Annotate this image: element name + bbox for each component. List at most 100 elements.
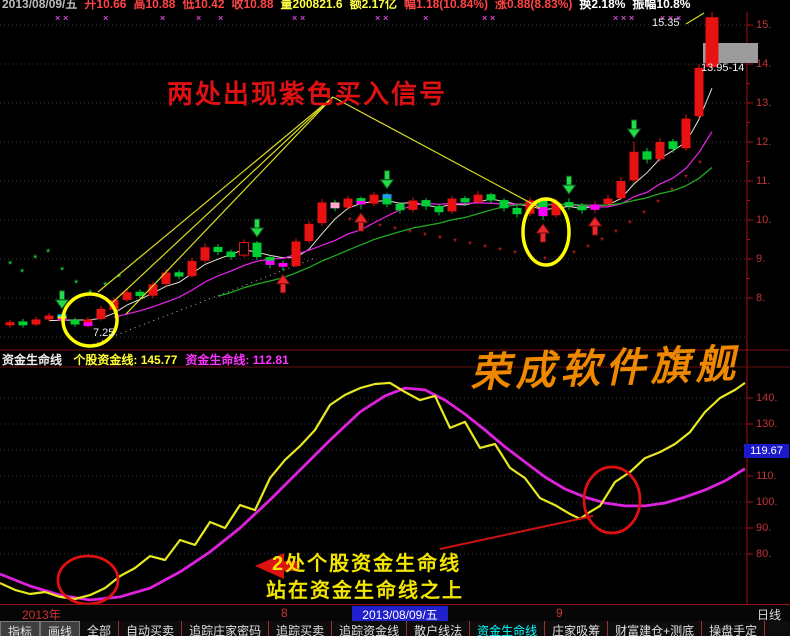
info-field: 2013/08/09/五 [2,0,78,11]
toolbar-tab[interactable]: 庄家吸筹 [545,621,609,636]
signal-x-marker: × [613,13,618,23]
date-axis-selected-date[interactable]: 2013/08/09/五 [352,606,448,623]
date-axis-month-aug: 8 [281,606,288,620]
red-star-marker: * [408,228,412,239]
toolbar-tab[interactable]: 资金生命线 [470,621,546,636]
sell-arrow-icon [379,179,395,190]
y-axis-label: 9. [756,253,766,265]
red-star-marker: * [348,216,352,227]
y-axis-label: 10. [756,214,772,226]
candle-body [434,205,444,213]
toolbar-tab[interactable]: 画线 [40,621,81,636]
candle-body [96,308,106,320]
candle-body [382,194,392,205]
info-field: 高10.88 [133,0,176,11]
toolbar-tab[interactable]: 财富建仓+测底 [608,621,703,636]
candle-body [473,194,483,203]
toolbar-tab[interactable]: 自动买卖 [119,621,183,636]
red-star-marker: * [628,219,632,230]
toolbar-tab[interactable]: 追踪买卖 [269,621,333,636]
candle-body [642,151,652,160]
annotation-line [332,96,541,209]
y-axis-label: 110. [756,470,777,482]
indicator-series-value: 资金生命线: 112.81 [185,353,289,367]
candle-body [499,200,509,209]
signal-x-marker: × [300,13,305,23]
signal-x-marker: × [375,13,380,23]
red-star-marker: * [698,159,702,170]
candle-body [629,151,639,181]
candle-body [18,321,28,326]
candle-body-buy-signal [278,262,288,267]
signal-x-marker: × [629,13,634,23]
annotation-line [685,12,705,25]
candle-body [421,200,431,207]
candle-body [460,198,470,203]
signal-x-marker: × [668,13,673,23]
candle-body [616,181,626,199]
signal-x-marker: × [423,13,428,23]
candle-body [226,251,236,258]
y-axis-label: 100. [756,496,778,508]
buy-signal-annotation: 两处出现紫色买入信号 [167,79,448,109]
candle-body [200,247,210,261]
signal-x-marker: × [482,13,487,23]
toolbar-tab[interactable]: 全部 [80,621,120,636]
candle-body [681,118,691,149]
y-axis-label: 14. [756,58,772,70]
y-axis-label: 80. [756,548,772,560]
candle-body [603,198,613,205]
signal-x-marker: × [160,13,165,23]
buy-arrow-icon [587,216,603,227]
toolbar-tab[interactable]: 操盘手定 [702,621,766,636]
candle-body-buy-signal [265,260,275,265]
toolbar-tab[interactable]: 追踪庄家密码 [182,621,270,636]
candle-body [44,315,54,320]
annotation-arrow-icon [255,553,284,579]
candle-body [213,246,223,252]
bottom-toolbar: 指标 画线 全部 自动买卖 追踪庄家密码 追踪买卖 追踪资金线 散户线法 资金生命线 庄家吸筹 财富… [0,621,790,636]
red-star-marker: * [586,243,590,254]
red-star-marker: * [498,246,502,257]
red-star-marker: * [483,243,487,254]
date-axis-year: 2013年 [22,608,61,622]
candle-body [161,272,171,284]
buy-arrow-icon [592,225,598,236]
toolbar-tab[interactable]: 散户线法 [407,621,471,636]
candle-body [369,194,379,204]
green-star-marker: * [20,267,25,279]
indicator-header: 资金生命线 个股资金线: 145.77 资金生命线: 112.81 [0,351,788,367]
candle-body [31,319,41,325]
info-field: 量200821.6 [280,0,343,11]
info-field: 幅1.18(10.84%) [403,0,489,11]
green-star-marker: * [60,265,65,277]
signal-x-marker: × [55,13,60,23]
green-star-marker: * [8,259,13,271]
candle-body [486,194,496,201]
candle-body [343,198,353,208]
toolbar-tab[interactable]: 指标 [0,621,41,636]
green-star-marker: * [74,278,79,290]
red-star-marker: * [363,219,367,230]
candle-body [551,202,561,216]
candle-body [317,202,327,224]
red-star-marker: * [393,225,397,236]
candle-body [382,194,392,199]
signal-x-marker: × [63,13,68,23]
candle-body [5,322,15,326]
indicator-title: 资金生命线 [2,353,63,367]
red-star-marker: * [453,237,457,248]
signal-x-marker: × [383,13,388,23]
candle-body [187,260,197,277]
y-axis-label: 15. [756,19,772,31]
date-axis[interactable]: 2013年 8 2013/08/09/五 9 日线 [0,604,790,623]
y-axis-label: 90. [756,522,772,534]
buy-arrow-icon [358,221,364,232]
annotation-pointer-line [439,515,594,550]
toolbar-tab[interactable]: 追踪资金线 [332,621,408,636]
candle-body [330,202,340,209]
candle-body [564,202,574,207]
green-star-marker: * [33,253,38,265]
buy-signal-circle [521,197,571,267]
